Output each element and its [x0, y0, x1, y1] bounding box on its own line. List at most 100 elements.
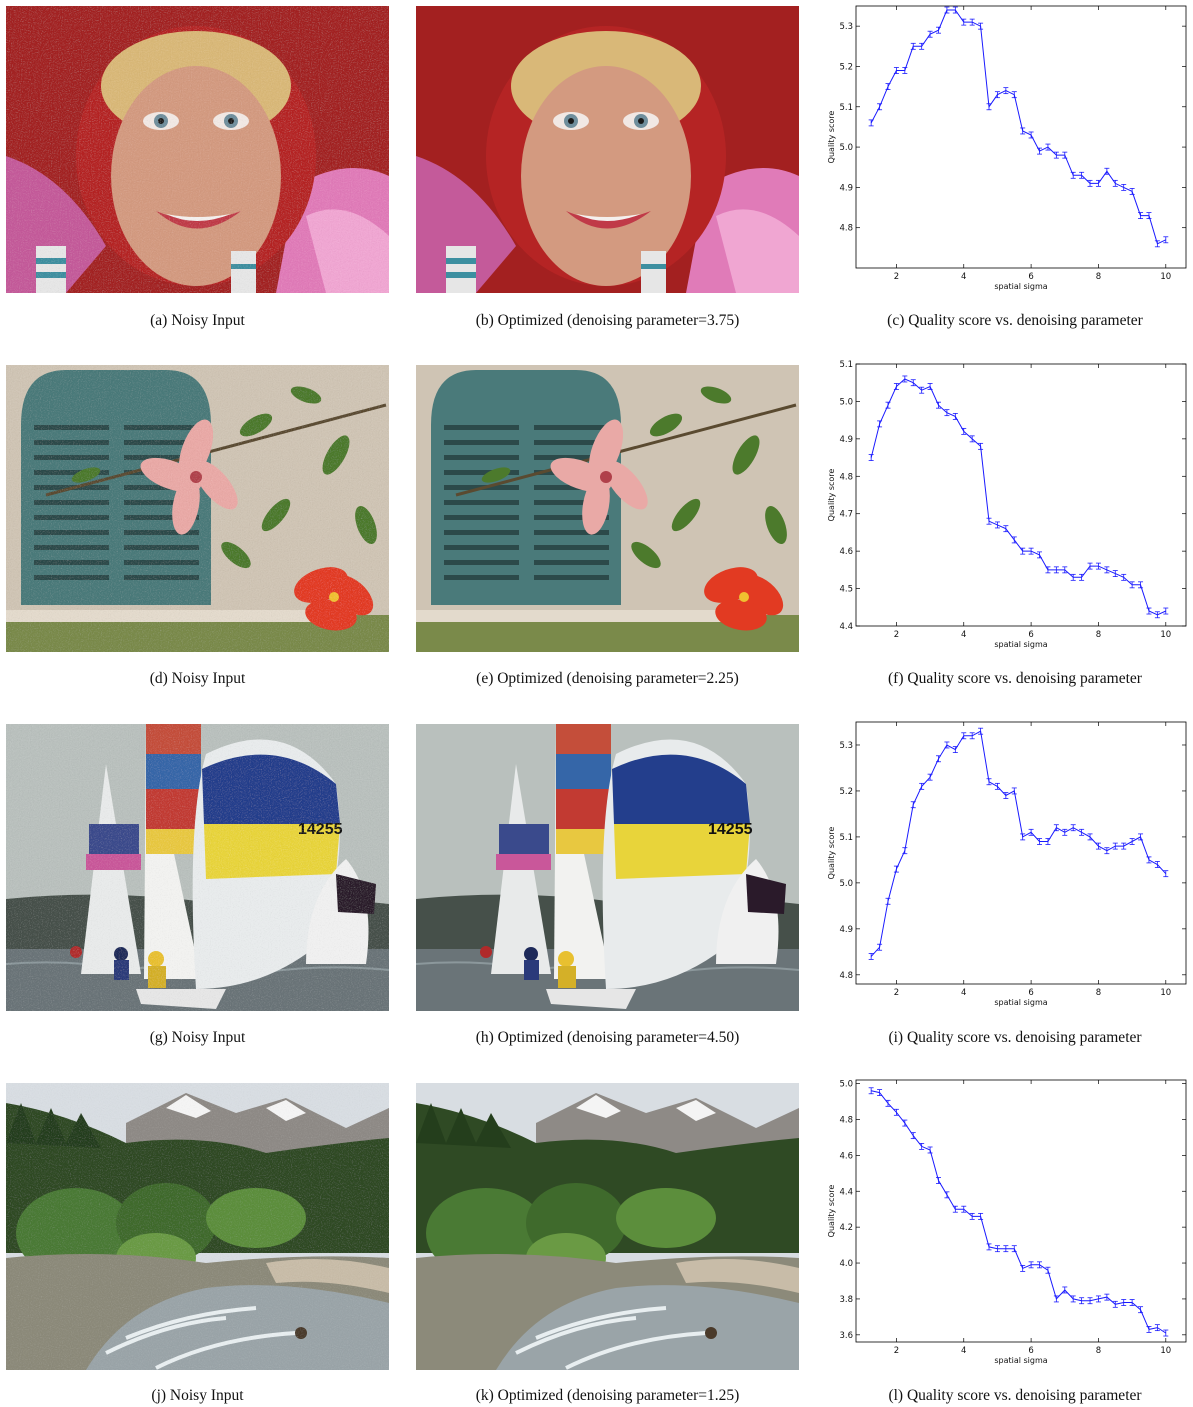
plot-frame — [855, 1079, 1187, 1343]
data-point-errorbar — [1020, 833, 1026, 841]
data-point-errorbar — [978, 442, 984, 450]
data-point-errorbar — [1121, 573, 1127, 581]
data-point-errorbar — [1037, 1261, 1043, 1269]
data-point-errorbar — [1129, 188, 1135, 195]
y-tick-label: 4.8 — [839, 1115, 853, 1125]
x-tick-label: 10 — [1160, 630, 1171, 640]
x-tick-label: 2 — [894, 630, 899, 640]
data-point-errorbar — [1087, 179, 1093, 187]
data-point-errorbar — [1045, 566, 1051, 574]
data-point-errorbar — [1070, 1295, 1076, 1303]
data-point-errorbar — [969, 732, 975, 740]
data-point-errorbar — [1053, 151, 1059, 159]
data-point-errorbar — [1129, 838, 1135, 845]
noisy-image-window-flower — [6, 365, 389, 652]
data-point-errorbar — [952, 1205, 958, 1213]
data-point-errorbar — [1163, 870, 1169, 878]
data-point-errorbar — [936, 1177, 941, 1184]
data-point-errorbar — [1087, 562, 1093, 570]
x-tick-label: 4 — [961, 272, 966, 282]
data-point-errorbar — [1028, 131, 1034, 139]
data-point-errorbar — [1053, 824, 1059, 832]
data-point-errorbar — [1011, 536, 1017, 544]
data-point-errorbar — [1028, 547, 1034, 555]
data-point-errorbar — [1163, 1329, 1169, 1337]
data-point-errorbar — [1112, 842, 1118, 850]
y-tick-label: 4.4 — [839, 622, 853, 632]
data-point-errorbar — [978, 727, 984, 735]
y-tick-label: 5.0 — [839, 1080, 853, 1090]
data-point-errorbar — [1129, 1299, 1135, 1306]
data-point-errorbar — [969, 1212, 975, 1220]
caption-j: (j) Noisy Input — [151, 1387, 244, 1404]
data-point-errorbar — [986, 1243, 992, 1251]
data-point-errorbar — [1003, 525, 1009, 533]
data-point-errorbar — [910, 1132, 916, 1140]
data-point-errorbar — [1163, 236, 1169, 244]
plot-frame — [855, 721, 1187, 985]
x-tick-label: 2 — [894, 272, 899, 282]
data-point-errorbar — [1053, 566, 1059, 574]
data-point-errorbar — [1112, 179, 1118, 187]
data-point-errorbar — [877, 943, 883, 951]
caption-c: (c) Quality score vs. denoising paramete… — [887, 312, 1143, 329]
data-point-errorbar — [944, 741, 950, 749]
data-point-errorbar — [1062, 1286, 1068, 1294]
y-tick-label: 4.5 — [839, 585, 853, 595]
data-point-errorbar — [1003, 87, 1009, 95]
data-point-errorbar — [1028, 828, 1034, 836]
y-tick-label: 4.8 — [839, 472, 853, 482]
data-point-errorbar — [986, 103, 992, 111]
data-point-errorbar — [927, 773, 933, 781]
x-tick-label: 4 — [961, 630, 966, 640]
data-point-errorbar — [1062, 566, 1068, 574]
data-point-errorbar — [1020, 547, 1026, 555]
data-point-errorbar — [1112, 1300, 1118, 1308]
data-point-errorbar — [1154, 1324, 1160, 1332]
data-point-errorbar — [969, 18, 975, 26]
data-point-errorbar — [927, 1146, 933, 1154]
data-point-errorbar — [1045, 1266, 1051, 1274]
data-point-errorbar — [1079, 573, 1085, 581]
data-point-errorbar — [1095, 179, 1101, 187]
y-tick-label: 4.9 — [839, 183, 853, 193]
y-tick-label: 5.1 — [839, 103, 853, 113]
data-point-errorbar — [910, 379, 916, 387]
quality-plot-c: 2 4 6 8 10 4.8 4.9 5.0 5.1 5.2 5.3 spatial sigma Qua… — [826, 4, 1187, 296]
y-tick-label: 5.3 — [839, 22, 853, 32]
data-point-errorbar — [1003, 792, 1009, 799]
y-tick-label: 4.0 — [839, 1259, 853, 1269]
caption-f: (f) Quality score vs. denoising paramete… — [888, 670, 1142, 687]
data-point-errorbar — [919, 42, 925, 50]
data-point-errorbar — [1053, 1295, 1059, 1303]
data-point-errorbar — [893, 865, 899, 873]
data-point-errorbar — [1037, 838, 1043, 845]
data-point-errorbar — [1146, 607, 1152, 615]
data-point-errorbar — [978, 22, 984, 30]
data-point-errorbar — [868, 119, 874, 127]
data-point-errorbar — [868, 953, 874, 960]
data-point-errorbar — [893, 67, 899, 74]
x-axis-label: spatial sigma — [994, 1356, 1047, 1365]
y-axis-label: Quality score — [827, 469, 836, 522]
y-tick-label: 5.0 — [839, 879, 853, 889]
y-tick-label: 5.1 — [839, 360, 853, 370]
data-point-errorbar — [1020, 127, 1026, 135]
data-point-errorbar — [902, 375, 908, 383]
data-point-errorbar — [961, 427, 967, 435]
x-tick-label: 6 — [1028, 272, 1033, 282]
x-tick-label: 6 — [1028, 1346, 1033, 1356]
data-point-errorbar — [1062, 828, 1068, 836]
data-point-errorbar — [1079, 171, 1085, 179]
caption-a: (a) Noisy Input — [150, 312, 245, 329]
x-tick-label: 4 — [961, 988, 966, 998]
data-point-errorbar — [1104, 1293, 1110, 1301]
x-axis-label: spatial sigma — [994, 640, 1047, 649]
caption-i: (i) Quality score vs. denoising paramete… — [888, 1029, 1142, 1046]
data-point-errorbar — [978, 1212, 984, 1220]
data-point-errorbar — [885, 897, 891, 905]
data-point-errorbar — [1104, 847, 1110, 855]
data-point-errorbar — [877, 420, 883, 428]
data-point-errorbar — [1146, 856, 1152, 864]
data-point-errorbar — [961, 18, 967, 26]
